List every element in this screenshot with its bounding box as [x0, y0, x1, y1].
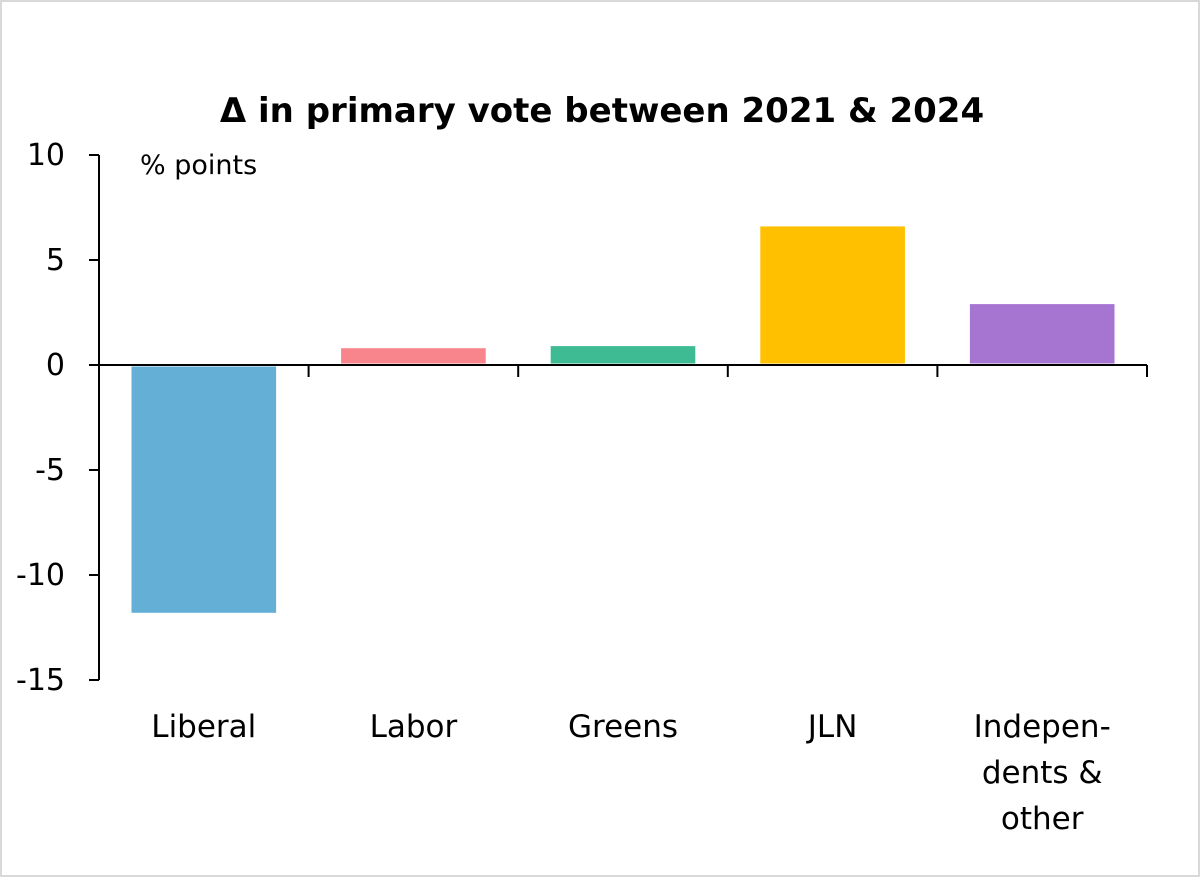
chart-title: Δ in primary vote between 2021 & 2024: [220, 91, 984, 131]
category-label: Indepen-: [974, 709, 1111, 745]
y-tick-label: 5: [46, 243, 65, 278]
y-tick-label: -10: [16, 558, 65, 593]
y-tick-label: -5: [35, 453, 65, 488]
axes-group: [89, 154, 1148, 681]
y-tick-labels: 10 5 0 -5 -10 -15: [16, 138, 65, 698]
category-label: JLN: [806, 709, 858, 745]
bar-greens: [550, 346, 696, 364]
bar-jln: [760, 226, 905, 364]
bar-labor: [341, 348, 486, 364]
y-tick-label: 0: [46, 348, 65, 383]
category-label: dents &: [982, 755, 1103, 791]
unit-label: % points: [140, 150, 257, 181]
y-tick-label: -15: [16, 663, 65, 698]
bar-liberal: [131, 366, 277, 613]
y-tick-label: 10: [27, 138, 65, 173]
category-label: Liberal: [151, 709, 256, 745]
category-label: Greens: [568, 709, 678, 745]
bars-group: [131, 226, 1115, 613]
bar-indepen-dents-other: [969, 304, 1115, 364]
category-labels: Liberal Labor Greens JLN Indepen-dents & othe…: [151, 709, 1110, 837]
category-label: other: [1001, 801, 1084, 837]
category-label: Labor: [370, 709, 458, 745]
